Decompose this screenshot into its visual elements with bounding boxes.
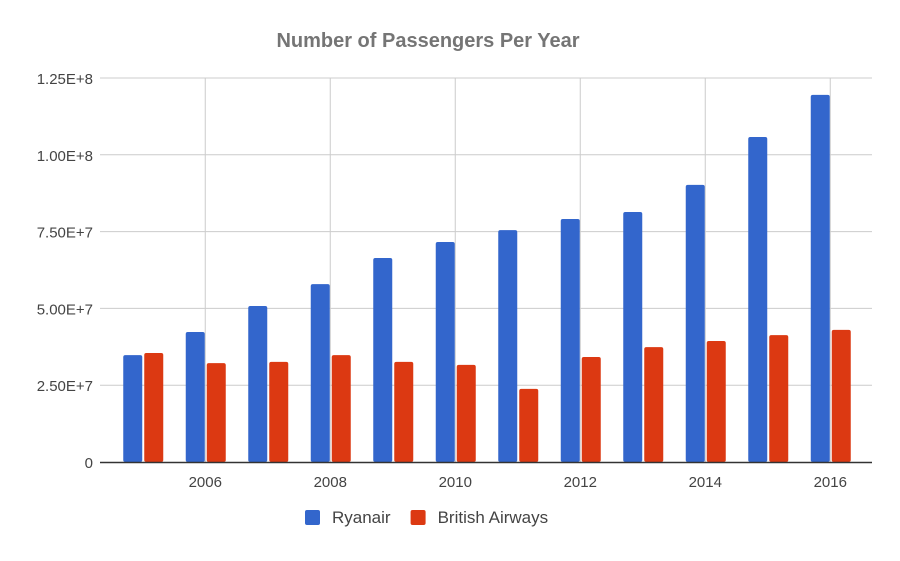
bar-ryanair-2016 [810,94,830,463]
x-tick-label: 2016 [814,474,847,491]
bar-ryanair-2013 [623,211,643,462]
bar-british-airways-2008 [331,355,351,462]
bar-british-airways-2016 [831,329,851,462]
bar-british-airways-2009 [394,361,414,462]
y-tick-label: 1.00E+8 [37,148,93,165]
legend-swatch [305,510,320,525]
x-tick-label: 2010 [439,474,472,491]
x-tick-label: 2012 [564,474,597,491]
bar-ryanair-2009 [373,258,393,462]
legend-label: Ryanair [332,508,391,527]
x-tick-label: 2008 [314,474,347,491]
bars [123,94,851,463]
bar-ryanair-2010 [435,242,455,462]
bar-british-airways-2014 [706,340,726,462]
bar-british-airways-2006 [206,363,226,462]
bar-british-airways-2013 [644,347,664,462]
legend: Ryanair British Airways [305,508,548,527]
bar-ryanair-2007 [248,305,268,462]
bar-british-airways-2005 [144,352,164,462]
bar-british-airways-2011 [519,388,539,462]
bar-ryanair-2015 [748,136,768,462]
bar-british-airways-2012 [581,356,601,462]
bar-british-airways-2007 [269,361,289,462]
bar-ryanair-2008 [310,284,330,462]
y-tick-label: 7.50E+7 [37,225,93,242]
legend-swatch [410,510,426,525]
bar-ryanair-2005 [123,355,143,462]
bar-ryanair-2011 [498,230,518,462]
legend-label: British Airways [438,508,549,527]
y-tick-label: 5.00E+7 [37,301,93,318]
y-tick-label: 2.50E+7 [37,378,93,395]
x-tick-label: 2014 [689,474,722,491]
grid [100,77,872,462]
x-tick-label: 2006 [189,474,222,491]
bar-ryanair-2014 [685,184,705,463]
y-tick-label: 1.25E+8 [37,71,93,88]
bar-british-airways-2015 [769,335,789,462]
chart-title: Number of Passengers Per Year [276,30,579,52]
axes: 0 2.50E+7 5.00E+7 7.50E+7 1.00E+8 1.25E+8 2006… [37,71,872,491]
y-tick-label: 0 [85,455,93,472]
bar-british-airways-2010 [456,364,476,462]
bar-ryanair-2012 [560,219,580,462]
bar-ryanair-2006 [185,332,205,462]
